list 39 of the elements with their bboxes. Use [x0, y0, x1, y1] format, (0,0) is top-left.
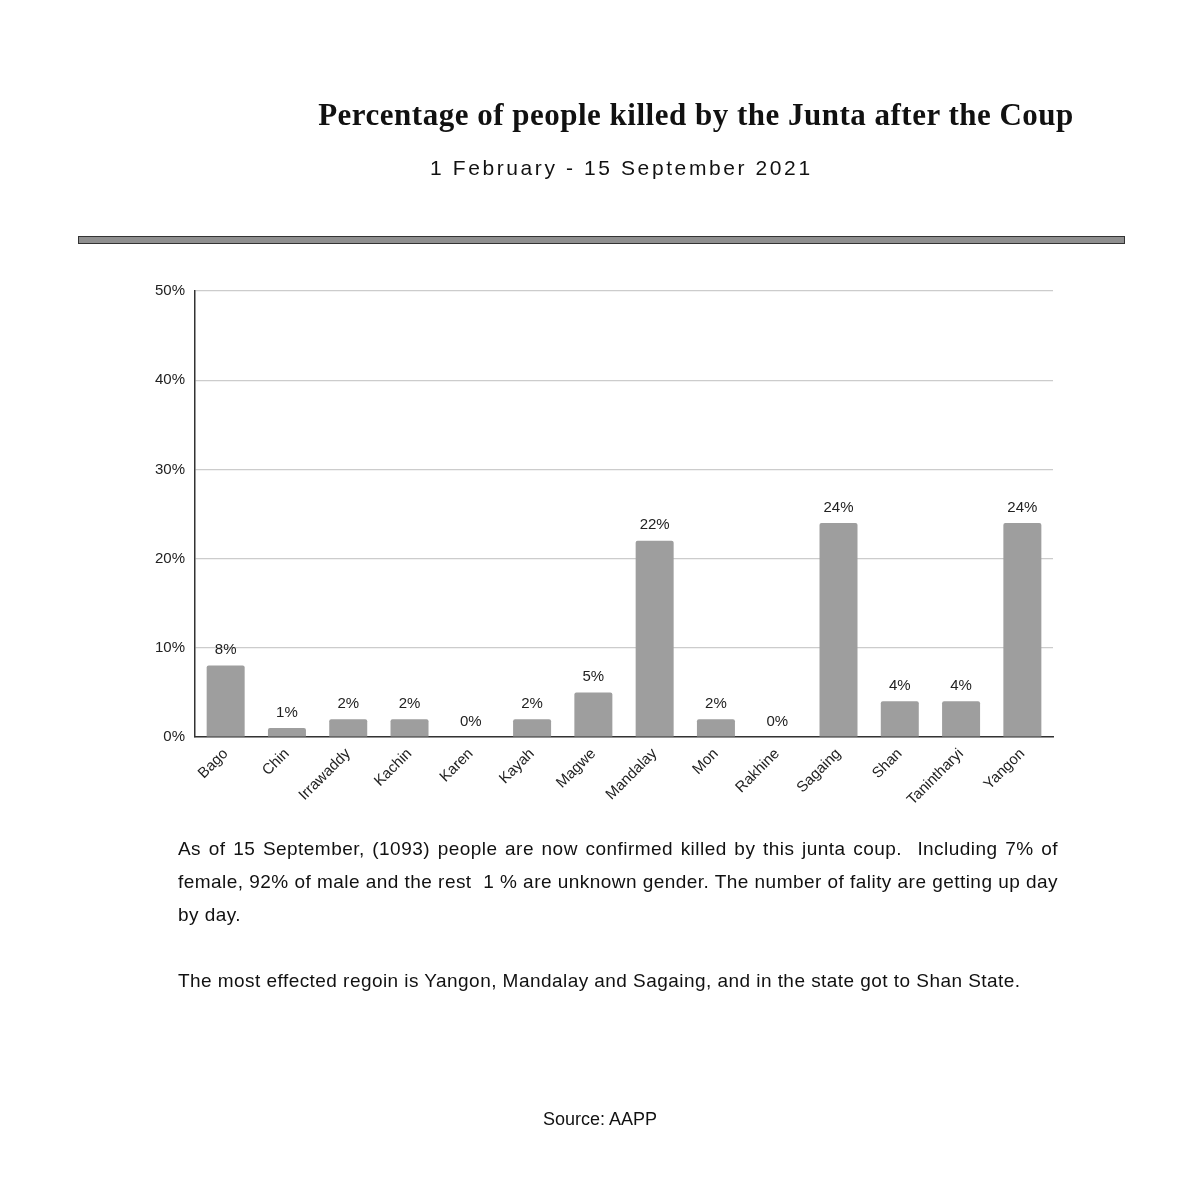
data-label: 24% — [1007, 497, 1038, 515]
bar — [329, 719, 368, 737]
data-label: 5% — [582, 667, 605, 685]
y-tick-label: 40% — [154, 370, 186, 388]
bar — [267, 728, 306, 737]
bar — [574, 692, 613, 737]
data-label: 4% — [888, 675, 911, 693]
y-tick-label: 0% — [163, 727, 186, 745]
data-label: 8% — [214, 640, 237, 658]
bar — [696, 719, 735, 737]
source-note: Source: AAPP — [541, 1109, 659, 1130]
y-tick-label: 20% — [154, 548, 186, 566]
bar — [206, 665, 245, 737]
bar — [880, 701, 919, 737]
bar — [819, 522, 858, 737]
y-tick-label: 50% — [154, 281, 186, 299]
data-label: 22% — [639, 515, 670, 533]
bar — [1003, 522, 1042, 737]
data-label: 4% — [950, 675, 972, 693]
chart-title: Percentage of people killed by the Junta after the Coup — [317, 97, 1075, 133]
y-tick-label: 10% — [154, 637, 186, 655]
data-label: 2% — [521, 693, 543, 711]
data-label: 2% — [705, 693, 727, 711]
bar — [513, 719, 552, 737]
data-label: 0% — [766, 711, 789, 729]
y-tick-label: 30% — [154, 459, 186, 477]
bar — [942, 701, 981, 737]
x-tick-label: Chin — [258, 744, 292, 779]
x-tick-label: Mon — [688, 744, 721, 778]
text: The most effected regoin is Yangon, Mandalay and Sagaing, and in the state got to Shan State. — [178, 969, 1022, 993]
chart-subtitle: 1 February - 15 September 2021 — [430, 156, 813, 180]
data-label: 2% — [398, 693, 421, 711]
data-label: 2% — [337, 693, 360, 711]
data-label: 1% — [276, 702, 298, 720]
data-label: 24% — [823, 497, 854, 515]
data-label: 0% — [459, 711, 482, 729]
bar — [390, 719, 429, 737]
text: As of 15 September, (1093) people are now confirmed killed by this junta coup. Including 7% of female, 92% of male and the rest 1 % are unknown gender. The number of fality are getting up day by day. — [178, 837, 1058, 927]
bar — [635, 540, 674, 737]
